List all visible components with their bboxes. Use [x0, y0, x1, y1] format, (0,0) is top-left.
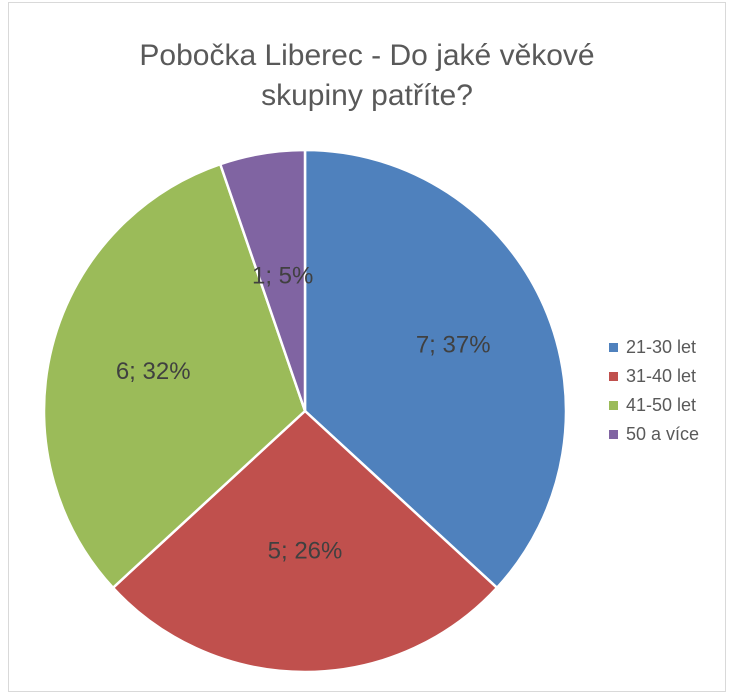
data-label-1: 7; 37% — [416, 331, 491, 358]
legend-label-3: 41-50 let — [626, 395, 697, 415]
pie-slice-1 — [303, 148, 568, 590]
legend-swatch-2 — [609, 372, 618, 381]
pie-slice-3 — [42, 162, 307, 590]
legend-swatch-3 — [609, 401, 618, 410]
pie-slice-2 — [111, 409, 499, 674]
data-label-2: 5; 26% — [268, 537, 343, 564]
legend-label-2: 31-40 let — [626, 366, 697, 386]
data-label-3: 6; 32% — [116, 358, 191, 385]
legend-swatch-4 — [609, 430, 618, 439]
legend-label-1: 21-30 let — [626, 337, 697, 357]
legend-label-4: 50 a více — [626, 424, 700, 444]
legend-item-3: 41-50 let — [609, 391, 699, 420]
chart-title-line-1: Pobočka Liberec - Do jaké věkové — [139, 39, 595, 72]
chart-legend: 21-30 let 31-40 let 41-50 let 50 a více — [609, 333, 699, 449]
chart-title-line-2: skupiny patříte? — [261, 79, 473, 112]
legend-item-2: 31-40 let — [609, 362, 699, 391]
chart-title: Pobočka Liberec - Do jaké věkové skupiny… — [0, 36, 734, 116]
legend-item-1: 21-30 let — [609, 333, 699, 362]
pie-slice-4 — [219, 148, 307, 413]
data-label-4: 1; 5% — [252, 262, 313, 289]
legend-swatch-1 — [609, 343, 618, 352]
legend-item-4: 50 a více — [609, 420, 699, 449]
